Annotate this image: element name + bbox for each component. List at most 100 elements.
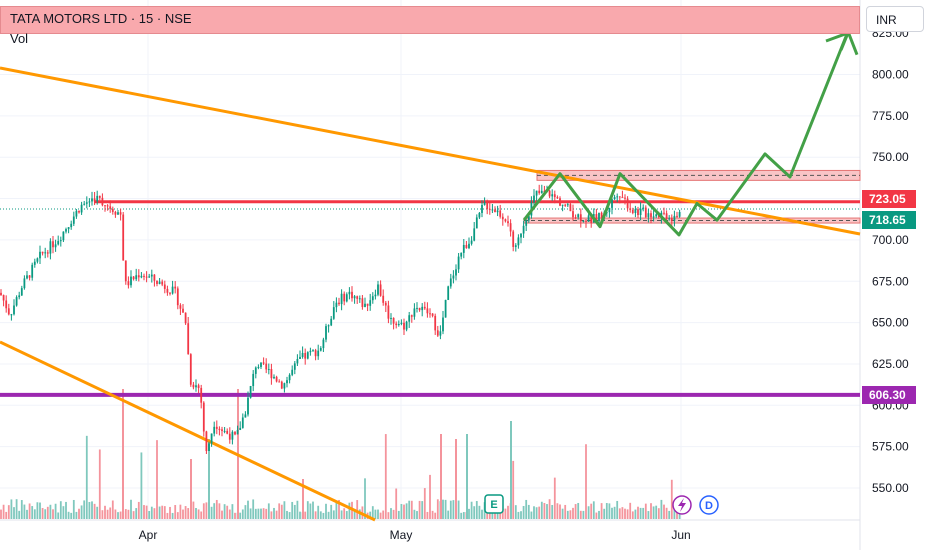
candle-body xyxy=(80,204,83,213)
candle-body xyxy=(187,323,190,355)
volume-bar xyxy=(283,501,286,519)
split-badge[interactable]: D xyxy=(699,495,719,515)
volume-bar xyxy=(288,512,291,519)
volume-bar xyxy=(78,508,80,519)
candle-body xyxy=(390,317,392,319)
candle-body xyxy=(460,252,463,257)
volume-bar xyxy=(296,500,299,519)
volume-bar xyxy=(150,506,153,519)
price-axis[interactable]: 550.00575.00600.00625.00650.00675.00700.… xyxy=(872,26,909,495)
flash-badge-icon[interactable] xyxy=(672,495,692,515)
volume-label[interactable]: Vol xyxy=(10,31,29,46)
time-axis[interactable]: Apr May Jun xyxy=(139,528,691,542)
volume-bar xyxy=(468,508,470,519)
candle-body xyxy=(514,245,517,247)
volume-bar xyxy=(621,507,624,519)
candle-body xyxy=(356,296,359,299)
volume-bar xyxy=(114,509,117,519)
volume-bar xyxy=(36,502,39,519)
candle-body xyxy=(283,383,286,389)
candle-body xyxy=(585,220,587,222)
candle-body xyxy=(153,274,156,281)
volume-bar xyxy=(481,509,483,519)
upper-trendline xyxy=(0,66,861,236)
candle-body xyxy=(257,366,260,368)
volume-bar xyxy=(634,509,637,519)
volume-bar xyxy=(522,506,525,519)
volume-bar xyxy=(462,512,465,519)
candle-body xyxy=(317,350,320,357)
candle-body xyxy=(348,291,351,295)
volume-bar xyxy=(130,499,132,519)
volume-bar xyxy=(54,503,57,519)
price-tag-support: 606.30 xyxy=(862,385,916,404)
candle-body xyxy=(387,305,390,319)
candle-body xyxy=(260,362,262,367)
volume-bar xyxy=(507,505,509,519)
volume-bar xyxy=(18,510,21,519)
candle-body xyxy=(184,312,187,324)
volume-bar xyxy=(215,499,218,519)
candle-body xyxy=(442,317,444,332)
volume-spike xyxy=(466,434,468,519)
volume-bar xyxy=(312,501,314,519)
candle-body xyxy=(452,275,455,279)
volume-bar xyxy=(249,508,252,519)
candle-body xyxy=(39,251,41,259)
volume-bar xyxy=(111,500,114,519)
volume-spike xyxy=(122,389,124,519)
candle-body xyxy=(312,350,314,352)
volume-bar xyxy=(533,506,535,519)
candle-body xyxy=(608,207,611,213)
symbol-title[interactable]: TATA MOTORS LTD · 15 · NSE xyxy=(10,11,192,26)
candle-body xyxy=(590,215,593,223)
candle-body xyxy=(395,323,398,326)
candle-body xyxy=(135,275,138,280)
volume-bar xyxy=(314,511,317,519)
volume-bar xyxy=(624,508,626,519)
candle-body xyxy=(439,331,442,336)
volume-bar xyxy=(226,505,229,519)
candle-body xyxy=(540,190,543,194)
currency-button[interactable]: INR xyxy=(866,6,924,32)
volume-bar xyxy=(234,512,236,519)
candle-body xyxy=(210,433,213,444)
volume-bar xyxy=(447,510,450,519)
earnings-badge[interactable]: E xyxy=(484,494,504,514)
candle-body xyxy=(46,252,49,254)
candle-body xyxy=(91,198,93,202)
candle-body xyxy=(306,352,309,359)
volume-bar xyxy=(7,505,10,519)
candle-body xyxy=(18,295,21,298)
candle-body xyxy=(650,213,652,218)
candle-body xyxy=(533,195,535,203)
price-tag-last: 718.65 xyxy=(862,211,916,230)
candle-body xyxy=(101,197,104,206)
volume-bar xyxy=(517,511,520,519)
candle-body xyxy=(400,322,403,324)
candle-body xyxy=(163,284,166,289)
candle-body xyxy=(670,218,673,221)
volume-bar xyxy=(192,501,195,519)
volume-bar xyxy=(286,510,288,519)
candle-body xyxy=(481,204,483,213)
candle-body xyxy=(335,302,338,308)
candle-body xyxy=(535,190,538,196)
candle-body xyxy=(31,264,34,278)
volume-spike xyxy=(455,439,457,519)
candle-body xyxy=(408,315,411,322)
volume-bar xyxy=(330,504,333,519)
candle-body xyxy=(234,431,236,435)
volume-bar xyxy=(262,508,265,519)
candle-body xyxy=(561,204,564,206)
volume-bar xyxy=(600,503,603,519)
candle-body xyxy=(392,317,395,324)
candle-body xyxy=(504,219,507,222)
volume-bar xyxy=(153,508,156,519)
volume-spike xyxy=(510,421,512,519)
candle-body xyxy=(197,385,200,388)
volume-bar xyxy=(382,510,385,519)
volume-bar xyxy=(304,511,307,519)
y-tick-label: 625.00 xyxy=(872,357,909,371)
